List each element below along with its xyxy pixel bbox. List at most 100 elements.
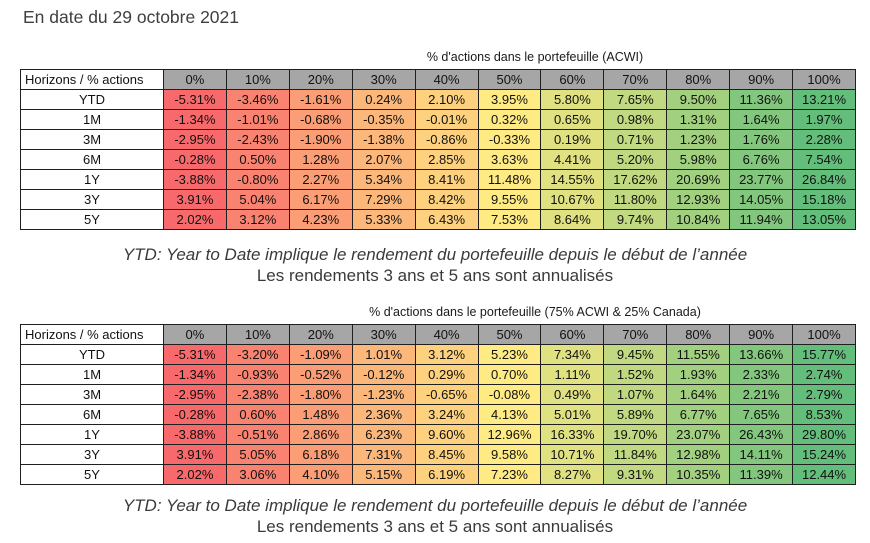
value-cell: -0.51% — [225, 424, 290, 445]
value-cell: 6.18% — [288, 444, 353, 465]
table-row: 3M -2.95% -2.38% -1.80% -1.23% -0.65% -0.08% 0.… — [20, 384, 856, 405]
value-cell: 3.91% — [163, 444, 227, 465]
value-cell: -2.95% — [163, 384, 227, 405]
value-cell: 1.23% — [666, 129, 731, 150]
value-cell: 11.84% — [603, 444, 668, 465]
value-cell: 4.10% — [288, 464, 353, 485]
table-row: 5Y 2.02% 3.12% 4.23% 5.33% 6.43% 7.53% 8.64% 9.7… — [20, 209, 856, 230]
value-cell: -0.01% — [414, 109, 479, 130]
value-cell: 0.65% — [540, 109, 605, 130]
column-header: 40% — [414, 324, 479, 345]
table-caption-acwi-canada: % d'actions dans le portefeuille (75% AC… — [369, 305, 701, 319]
value-cell: -3.88% — [163, 169, 227, 190]
value-cell: -0.35% — [351, 109, 416, 130]
table-row: 3M -2.95% -2.43% -1.90% -1.38% -0.86% -0.33% 0.… — [20, 129, 856, 150]
value-cell: 29.80% — [792, 424, 856, 445]
value-cell: 9.45% — [603, 344, 668, 365]
value-cell: 2.74% — [792, 364, 856, 385]
row-header: 3M — [20, 384, 164, 405]
value-cell: 5.15% — [351, 464, 416, 485]
value-cell: 0.49% — [540, 384, 605, 405]
value-cell: 8.64% — [540, 209, 605, 230]
value-cell: 6.19% — [414, 464, 479, 485]
value-cell: -0.93% — [225, 364, 290, 385]
value-cell: 11.94% — [729, 209, 794, 230]
value-cell: 2.28% — [792, 129, 856, 150]
value-cell: 5.05% — [225, 444, 290, 465]
value-cell: -0.52% — [288, 364, 353, 385]
value-cell: 3.91% — [163, 189, 227, 210]
value-cell: 1.01% — [351, 344, 416, 365]
value-cell: 11.55% — [666, 344, 731, 365]
value-cell: 1.48% — [288, 404, 353, 425]
corner-header: Horizons / % actions — [20, 69, 164, 90]
value-cell: -0.08% — [477, 384, 542, 405]
value-cell: 4.13% — [477, 404, 542, 425]
row-header: YTD — [20, 89, 164, 110]
value-cell: 1.64% — [729, 109, 794, 130]
value-cell: 2.02% — [163, 464, 227, 485]
value-cell: 7.29% — [351, 189, 416, 210]
value-cell: 14.05% — [729, 189, 794, 210]
value-cell: 11.36% — [729, 89, 794, 110]
value-cell: 8.45% — [414, 444, 479, 465]
report: En date du 29 octobre 2021 % d'actions d… — [0, 6, 870, 537]
value-cell: -1.38% — [351, 129, 416, 150]
value-cell: 4.23% — [288, 209, 353, 230]
value-cell: 15.77% — [792, 344, 856, 365]
value-cell: 0.98% — [603, 109, 668, 130]
value-cell: 0.29% — [414, 364, 479, 385]
value-cell: 13.21% — [792, 89, 856, 110]
value-cell: -1.61% — [288, 89, 353, 110]
value-cell: -3.88% — [163, 424, 227, 445]
value-cell: 0.19% — [540, 129, 605, 150]
value-cell: 2.21% — [729, 384, 794, 405]
value-cell: -0.65% — [414, 384, 479, 405]
column-header: 30% — [351, 69, 416, 90]
value-cell: 1.97% — [792, 109, 856, 130]
value-cell: 1.76% — [729, 129, 794, 150]
column-header: 40% — [414, 69, 479, 90]
value-cell: 8.41% — [414, 169, 479, 190]
value-cell: 2.85% — [414, 149, 479, 170]
value-cell: 10.71% — [540, 444, 605, 465]
column-header: 100% — [792, 69, 856, 90]
value-cell: 15.24% — [792, 444, 856, 465]
column-header: 90% — [729, 69, 794, 90]
table-section-acwi: % d'actions dans le portefeuille (ACWI) … — [0, 50, 870, 286]
value-cell: -1.34% — [163, 109, 227, 130]
value-cell: 9.31% — [603, 464, 668, 485]
value-cell: 1.93% — [666, 364, 731, 385]
footnote-annualized: Les rendements 3 ans et 5 ans sont annua… — [256, 266, 614, 285]
value-cell: 11.80% — [603, 189, 668, 210]
value-cell: 5.33% — [351, 209, 416, 230]
table-row: 1M -1.34% -1.01% -0.68% -0.35% -0.01% 0.32% 0.6… — [20, 109, 856, 130]
footnote-ytd-definition: YTD: Year to Date implique le rendement … — [122, 245, 748, 264]
value-cell: 3.24% — [414, 404, 479, 425]
table-section-acwi-canada: % d'actions dans le portefeuille (75% AC… — [0, 305, 870, 537]
table-caption-acwi: % d'actions dans le portefeuille (ACWI) — [426, 50, 644, 64]
value-cell: 2.07% — [351, 149, 416, 170]
value-cell: 7.31% — [351, 444, 416, 465]
value-cell: 0.50% — [225, 149, 290, 170]
row-header: 1Y — [20, 169, 164, 190]
column-header: 10% — [225, 69, 290, 90]
footnote-acwi: YTD: Year to Date implique le rendement … — [0, 244, 870, 286]
row-header: 6M — [20, 149, 164, 170]
value-cell: 6.76% — [729, 149, 794, 170]
table-row: YTD -5.31% -3.46% -1.61% 0.24% 2.10% 3.95% 5.80… — [20, 89, 856, 110]
value-cell: 12.44% — [792, 464, 856, 485]
column-header: 30% — [351, 324, 416, 345]
value-cell: 9.58% — [477, 444, 542, 465]
row-header: 3M — [20, 129, 164, 150]
table-row: YTD -5.31% -3.20% -1.09% 1.01% 3.12% 5.23% 7.34… — [20, 344, 856, 365]
value-cell: -1.09% — [288, 344, 353, 365]
value-cell: 12.96% — [477, 424, 542, 445]
value-cell: 12.93% — [666, 189, 731, 210]
table-row: 3Y 3.91% 5.05% 6.18% 7.31% 8.45% 9.58% 10.71% 11… — [20, 444, 856, 465]
value-cell: 10.35% — [666, 464, 731, 485]
value-cell: 4.41% — [540, 149, 605, 170]
footnote-annualized: Les rendements 3 ans et 5 ans sont annua… — [256, 517, 614, 536]
value-cell: 2.86% — [288, 424, 353, 445]
column-header: 50% — [477, 69, 542, 90]
